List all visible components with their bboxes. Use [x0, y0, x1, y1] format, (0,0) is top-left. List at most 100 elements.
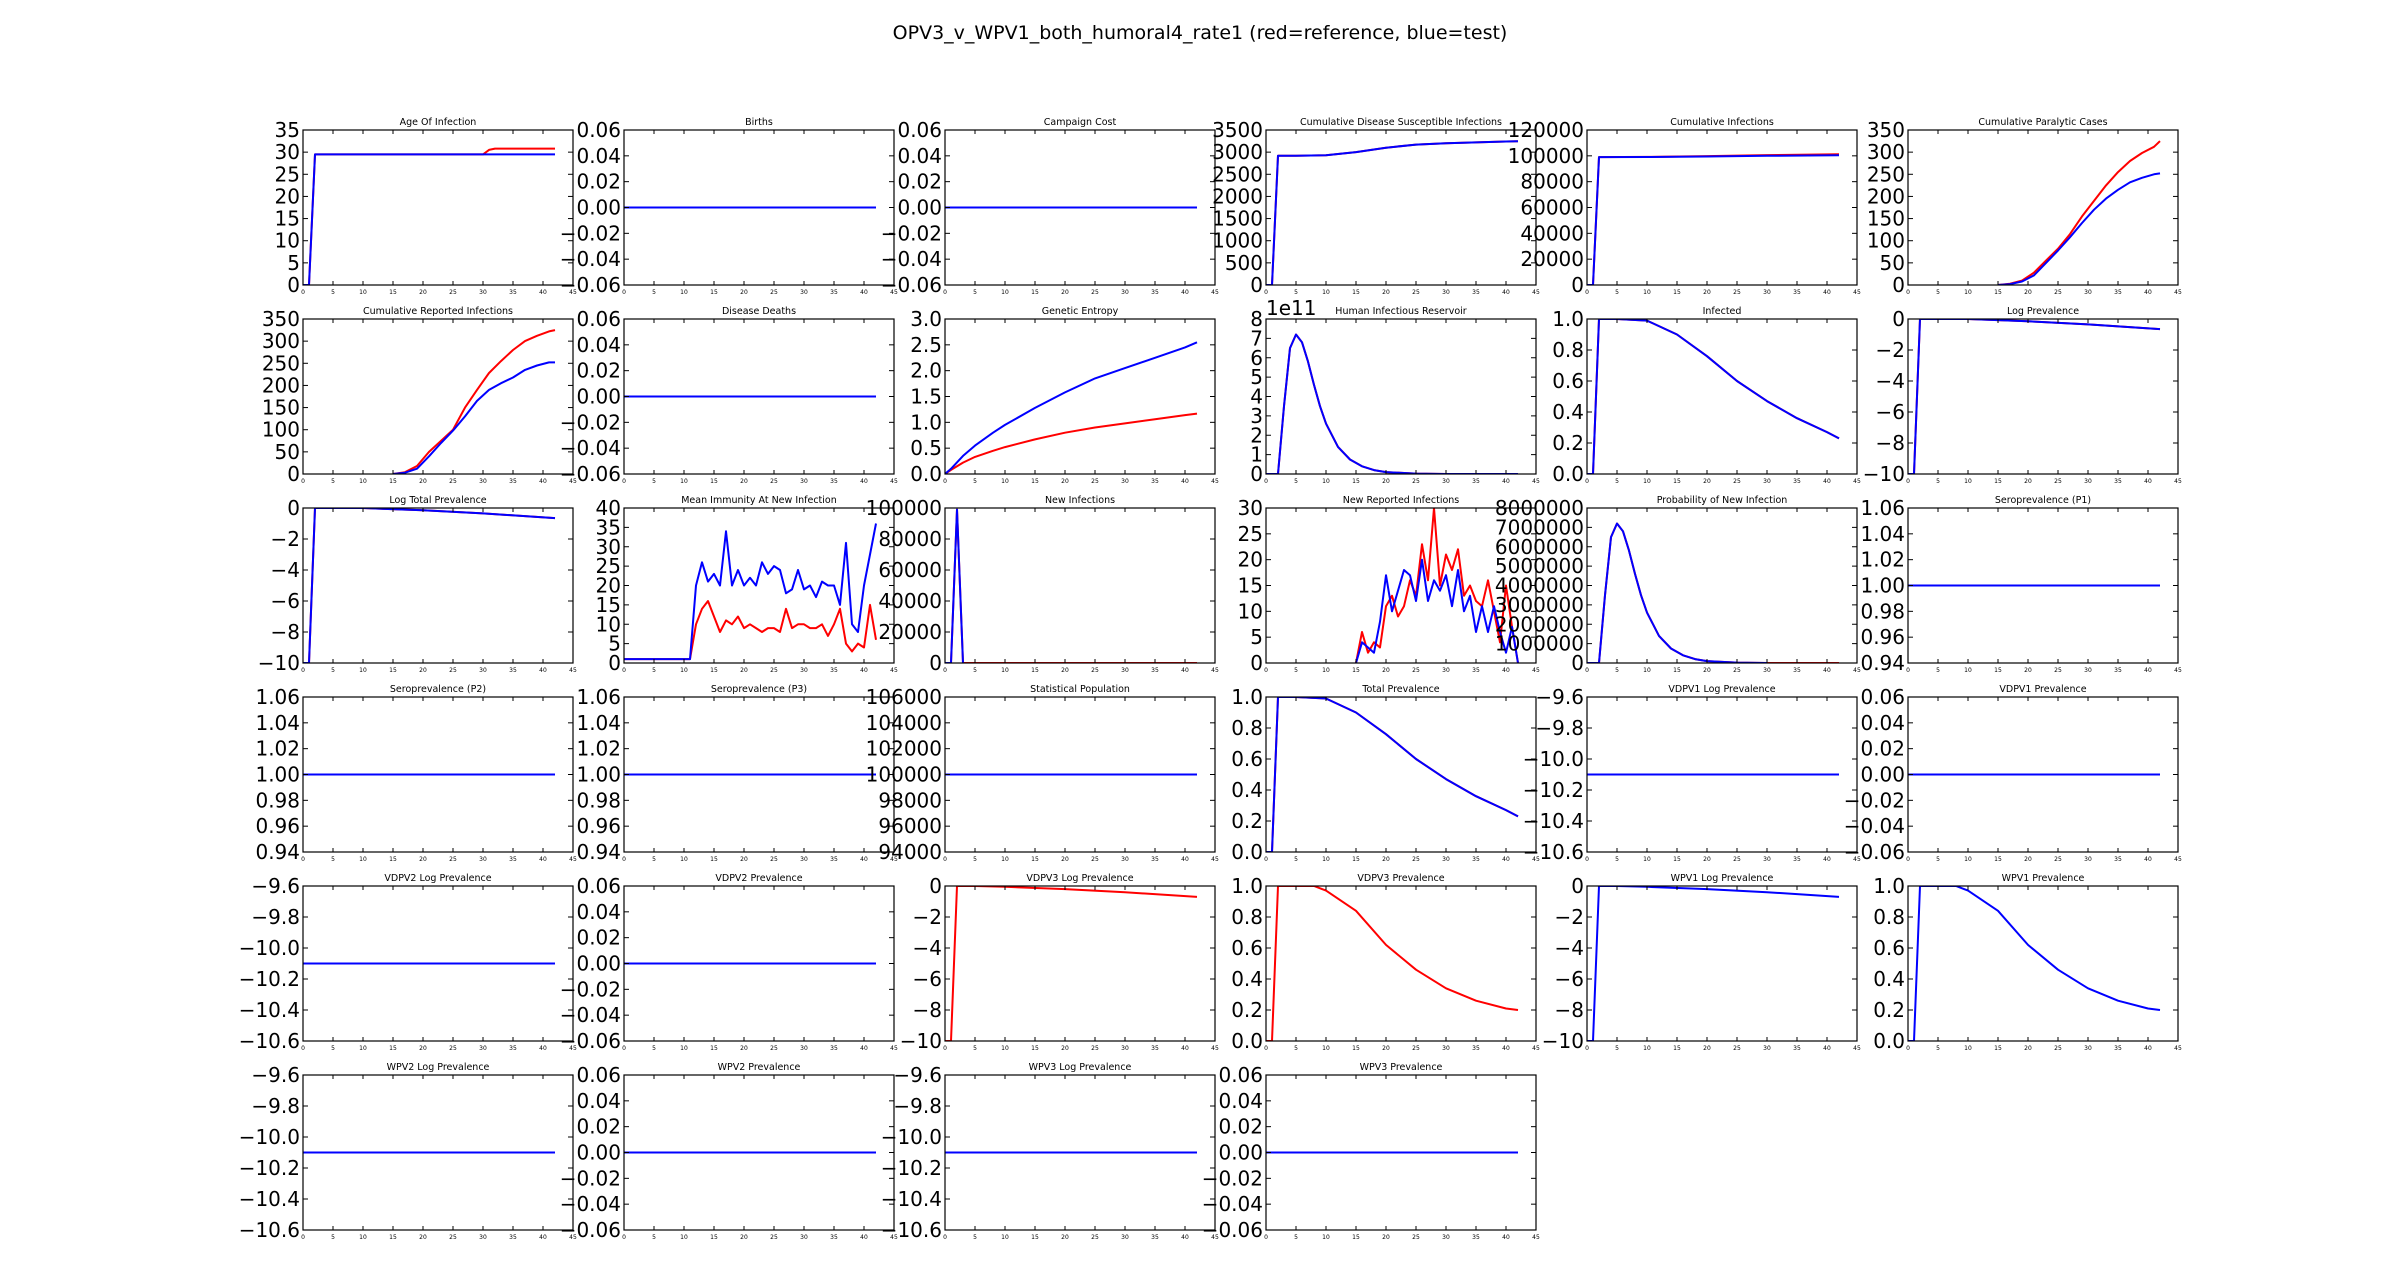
x-tick-label: 5 — [331, 856, 335, 863]
x-tick-label: 40 — [1502, 478, 1510, 485]
subplot-title: Seroprevalence (P2) — [390, 684, 486, 695]
y-tick-label: −0.06 — [560, 1029, 621, 1053]
y-tick-label: 300 — [1867, 140, 1905, 164]
x-tick-label: 10 — [1643, 856, 1651, 863]
y-tick-label: 0.8 — [1231, 905, 1263, 929]
subplot-wpv1-log-prevalence: WPV1 Log Prevalence −10 −8 −6 −4 −2 0 0 5 10 15 20 2… — [1542, 873, 1861, 1053]
y-tick-label: 0.00 — [576, 952, 621, 976]
x-tick-label: 35 — [2114, 289, 2122, 296]
test-series-line — [945, 341, 1198, 474]
x-tick-label: 20 — [419, 856, 427, 863]
x-tick-label: 15 — [1352, 856, 1360, 863]
x-tick-label: 25 — [1733, 667, 1741, 674]
x-tick-label: 35 — [1793, 289, 1801, 296]
x-tick-label: 10 — [1001, 856, 1009, 863]
y-tick-label: −8 — [913, 998, 942, 1022]
x-tick-label: 5 — [1294, 289, 1298, 296]
test-series-line — [1266, 697, 1519, 852]
x-tick-label: 35 — [1472, 1234, 1480, 1241]
y-tick-label: −9.6 — [251, 874, 300, 898]
x-tick-label: 0 — [1585, 289, 1589, 296]
y-tick-label: 25 — [275, 162, 300, 186]
x-tick-label: 10 — [680, 856, 688, 863]
subplot-title: WPV3 Prevalence — [1360, 1062, 1443, 1073]
y-tick-label: 350 — [262, 307, 300, 331]
x-tick-label: 20 — [1061, 1234, 1069, 1241]
x-tick-label: 45 — [1853, 1045, 1861, 1052]
x-tick-label: 20 — [419, 1234, 427, 1241]
x-tick-label: 30 — [2084, 1045, 2092, 1052]
plot-frame — [1265, 885, 1537, 1042]
reference-series-line — [1355, 508, 1519, 663]
x-tick-label: 45 — [2174, 856, 2182, 863]
x-tick-label: 20 — [1703, 478, 1711, 485]
x-tick-label: 45 — [569, 289, 577, 296]
x-tick-label: 45 — [1532, 1045, 1540, 1052]
x-tick-label: 30 — [1442, 478, 1450, 485]
y-tick-label: 100 — [1867, 229, 1905, 253]
x-tick-label: 10 — [1001, 667, 1009, 674]
plot-frame — [944, 1074, 1216, 1231]
x-tick-label: 0 — [301, 667, 305, 674]
x-tick-label: 10 — [1643, 1045, 1651, 1052]
y-tick-label: −10.6 — [881, 1218, 942, 1242]
x-tick-label: 45 — [569, 667, 577, 674]
subplot-title: Total Prevalence — [1361, 684, 1439, 695]
x-tick-label: 30 — [800, 478, 808, 485]
y-tick-label: 7000000 — [1495, 515, 1584, 539]
y-tick-label: 0.02 — [1860, 737, 1905, 761]
x-tick-label: 30 — [1121, 1234, 1129, 1241]
y-tick-label: −0.02 — [881, 221, 942, 245]
x-tick-label: 10 — [680, 1234, 688, 1241]
x-tick-label: 0 — [301, 289, 305, 296]
y-tick-label: 2000 — [1212, 184, 1263, 208]
x-tick-label: 0 — [1906, 667, 1910, 674]
x-tick-label: 5 — [973, 667, 977, 674]
y-tick-label: 0 — [929, 651, 942, 675]
x-tick-label: 30 — [1121, 1045, 1129, 1052]
subplot-title: Cumulative Reported Infections — [363, 306, 513, 317]
x-tick-label: 25 — [770, 1234, 778, 1241]
test-series-line — [303, 508, 556, 663]
subplot-title: Probability of New Infection — [1657, 495, 1788, 506]
x-tick-label: 25 — [449, 1045, 457, 1052]
x-tick-label: 0 — [943, 856, 947, 863]
y-tick-label: 0.2 — [1231, 809, 1263, 833]
x-tick-label: 30 — [479, 667, 487, 674]
y-tick-label: −10 — [900, 1029, 942, 1053]
subplot-probability-of-new-infection: Probability of New Infection010000002000… — [1495, 495, 1861, 675]
plot-frame — [1265, 129, 1537, 286]
y-tick-label: −6 — [271, 589, 300, 613]
y-tick-label: −10 — [1863, 462, 1905, 486]
y-tick-label: 200 — [1867, 184, 1905, 208]
x-tick-label: 35 — [830, 1045, 838, 1052]
x-tick-label: 25 — [449, 856, 457, 863]
y-tick-label: 1.0 — [1231, 685, 1263, 709]
x-tick-label: 15 — [710, 289, 718, 296]
x-tick-label: 20 — [2024, 667, 2032, 674]
y-tick-label: 6000000 — [1495, 535, 1584, 559]
y-tick-label: 20 — [275, 184, 300, 208]
x-tick-label: 0 — [1906, 478, 1910, 485]
x-tick-label: 25 — [1091, 1234, 1099, 1241]
y-tick-label: 5 — [287, 251, 300, 275]
y-tick-label: 0.94 — [576, 840, 621, 864]
x-tick-label: 0 — [1906, 856, 1910, 863]
x-tick-label: 5 — [1294, 667, 1298, 674]
x-tick-label: 35 — [1793, 1045, 1801, 1052]
x-tick-label: 10 — [1964, 289, 1972, 296]
x-tick-label: 20 — [740, 289, 748, 296]
plot-frame — [302, 507, 574, 664]
x-tick-label: 5 — [1936, 1045, 1940, 1052]
x-tick-label: 0 — [301, 1045, 305, 1052]
y-tick-label: 1.0 — [1231, 874, 1263, 898]
figure-title: OPV3_v_WPV1_both_humoral4_rate1 (red=ref… — [893, 22, 1508, 44]
y-tick-label: 1.00 — [255, 763, 300, 787]
y-tick-label: −9.8 — [251, 905, 300, 929]
x-tick-label: 30 — [479, 289, 487, 296]
plot-frame — [1265, 696, 1537, 853]
x-tick-label: 40 — [860, 856, 868, 863]
y-tick-label: 2000000 — [1495, 612, 1584, 636]
subplot-vdpv1-prevalence: VDPV1 Prevalence−0.06−0.04−0.020.000.020… — [1844, 684, 2182, 864]
x-tick-label: 40 — [539, 856, 547, 863]
